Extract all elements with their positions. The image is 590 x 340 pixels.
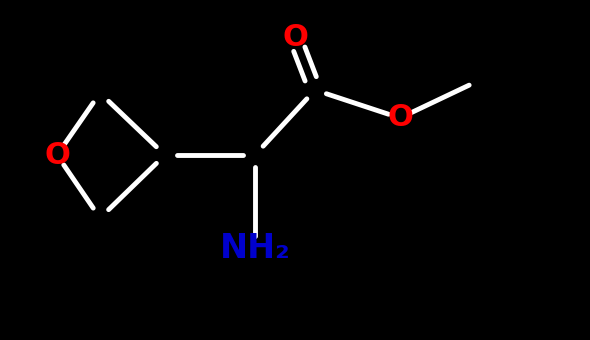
Text: NH₂: NH₂	[219, 232, 290, 265]
Text: O: O	[387, 103, 413, 133]
Text: O: O	[282, 23, 308, 52]
Text: O: O	[44, 140, 70, 170]
